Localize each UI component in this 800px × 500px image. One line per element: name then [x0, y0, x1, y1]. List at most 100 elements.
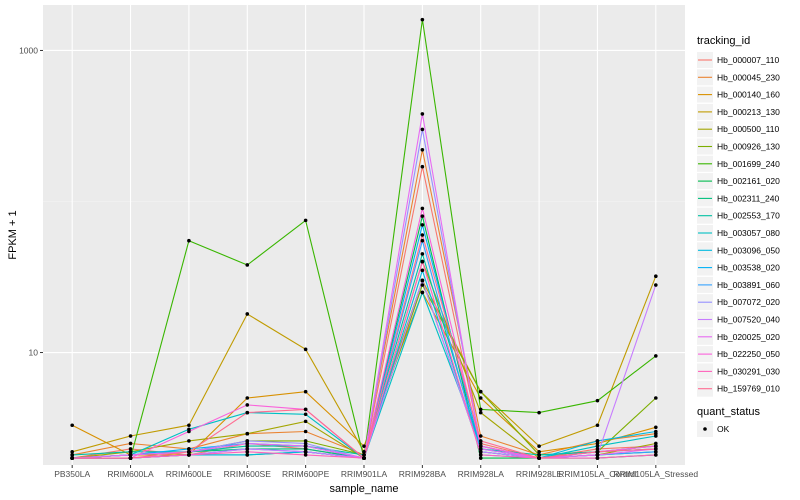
- x-tick-label: RRIM105LA_Stressed: [614, 469, 699, 479]
- data-points: [70, 17, 658, 460]
- data-point: [595, 439, 600, 443]
- x-tick-label: RRIM928BA: [399, 469, 447, 479]
- data-point: [420, 223, 425, 227]
- data-point: [420, 259, 425, 264]
- data-point: [654, 444, 658, 448]
- data-point: [128, 456, 133, 460]
- data-point: [245, 263, 250, 267]
- data-point: [420, 206, 425, 211]
- data-point: [478, 441, 483, 446]
- x-axis-title: sample_name: [329, 483, 398, 495]
- legend-label: Hb_000926_130: [717, 142, 780, 152]
- data-point: [595, 444, 600, 448]
- legend-label: Hb_002161_020: [717, 176, 780, 186]
- quant-status-title: quant_status: [697, 406, 760, 418]
- data-point: [303, 419, 308, 424]
- data-point: [654, 274, 658, 279]
- data-point: [245, 410, 250, 415]
- data-point: [187, 439, 191, 443]
- x-tick-label: RRIM600LA: [107, 469, 154, 479]
- quant-status-label: OK: [717, 424, 730, 434]
- legend-label: Hb_002311_240: [717, 193, 780, 203]
- data-point: [478, 444, 483, 448]
- data-point: [362, 453, 366, 457]
- data-point: [128, 453, 133, 457]
- data-point: [478, 450, 483, 454]
- data-point: [303, 447, 308, 451]
- legend-label: Hb_022250_050: [717, 349, 780, 359]
- legend-label: Hb_000140_160: [717, 90, 780, 100]
- data-point: [303, 444, 308, 448]
- data-point: [303, 412, 308, 417]
- data-point: [362, 456, 366, 460]
- data-point: [128, 450, 133, 454]
- data-point: [654, 354, 658, 358]
- data-point: [654, 453, 658, 457]
- x-tick-label: RRIM928LA: [458, 469, 505, 479]
- legend-label: Hb_000213_130: [717, 107, 780, 117]
- data-point: [303, 453, 308, 457]
- x-axis: PB350LA RRIM600LA RRIM600LE RRIM600SE RRIM60…: [54, 465, 698, 479]
- y-axis-title: FPKM + 1: [7, 210, 19, 259]
- data-point: [420, 112, 425, 116]
- data-point: [128, 434, 133, 438]
- legend-label: Hb_030291_030: [717, 366, 780, 376]
- data-point: [654, 429, 658, 434]
- data-point: [595, 456, 600, 460]
- data-point: [595, 398, 600, 403]
- x-tick-label: RRIM901LA: [341, 469, 388, 479]
- legend-label: Hb_159769_010: [717, 384, 780, 394]
- data-point: [303, 450, 308, 454]
- data-point: [187, 423, 191, 428]
- data-point: [420, 290, 425, 295]
- data-point: [537, 444, 541, 448]
- x-tick-label: RRIM600LE: [166, 469, 213, 479]
- data-point: [420, 147, 425, 152]
- legend-label: Hb_003057_080: [717, 228, 780, 238]
- data-point: [70, 423, 74, 428]
- data-point: [478, 410, 483, 415]
- legend-label: Hb_000045_230: [717, 72, 780, 82]
- data-point: [245, 453, 250, 457]
- legend-title: tracking_id: [697, 35, 750, 47]
- data-point: [654, 441, 658, 446]
- legend-label: Hb_003096_050: [717, 245, 780, 255]
- data-point: [245, 431, 250, 436]
- data-point: [595, 447, 600, 451]
- legend-items: Hb_000007_110 Hb_000045_230 Hb_000140_160 H…: [697, 52, 780, 397]
- data-point: [537, 450, 541, 454]
- data-point: [187, 453, 191, 457]
- data-point: [654, 425, 658, 430]
- data-point: [303, 347, 308, 352]
- data-point: [420, 17, 425, 22]
- quant-status-point: [703, 427, 707, 431]
- data-point: [303, 407, 308, 412]
- data-point: [478, 389, 483, 394]
- data-point: [595, 423, 600, 428]
- data-point: [420, 283, 425, 287]
- data-point: [420, 268, 425, 273]
- data-point: [420, 252, 425, 256]
- data-point: [654, 396, 658, 400]
- x-tick-label: RRIM600SE: [224, 469, 272, 479]
- data-point: [245, 403, 250, 407]
- data-point: [537, 456, 541, 460]
- data-point: [362, 450, 366, 454]
- legend-label: Hb_001699_240: [717, 159, 780, 169]
- data-point: [420, 278, 425, 283]
- data-point: [478, 456, 483, 460]
- y-axis: 10 1000: [19, 45, 43, 358]
- data-point: [70, 450, 74, 454]
- data-point: [537, 453, 541, 457]
- data-point: [245, 447, 250, 451]
- data-point: [128, 441, 133, 446]
- legend-label: Hb_000007_110: [717, 55, 780, 65]
- data-point: [362, 444, 366, 448]
- data-point: [420, 238, 425, 243]
- legend-label: Hb_003538_020: [717, 263, 780, 273]
- x-tick-label: RRIM105LA_Control: [558, 469, 637, 479]
- data-point: [478, 453, 483, 457]
- data-point: [478, 396, 483, 400]
- x-tick-label: RRIM928LE: [516, 469, 563, 479]
- data-point: [420, 233, 425, 237]
